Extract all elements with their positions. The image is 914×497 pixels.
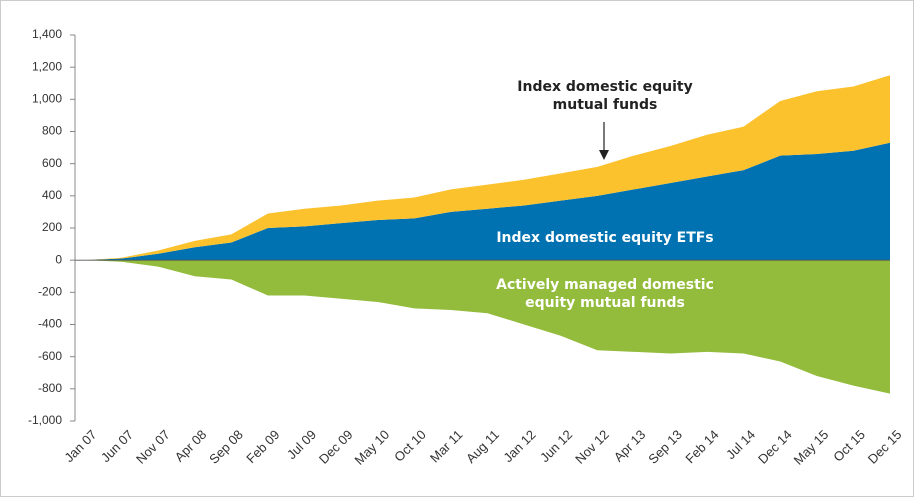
x-tick-label: Oct 15 xyxy=(830,427,868,465)
y-tick-label: -1,000 xyxy=(28,413,62,427)
x-tick-label: Apr 08 xyxy=(172,427,210,465)
y-tick-label: -600 xyxy=(38,349,62,363)
x-tick-label: Jan 07 xyxy=(61,427,99,465)
arrow-head xyxy=(599,150,609,160)
x-tick-label: Nov 07 xyxy=(133,427,173,467)
x-tick-label: Jul 14 xyxy=(723,427,758,462)
x-tick-label: Sep 13 xyxy=(645,427,685,467)
annotation: Index domestic equity mutual funds xyxy=(517,79,693,113)
y-tick-label: 400 xyxy=(42,188,62,202)
annotation: Actively managed domestic equity mutual … xyxy=(496,277,714,311)
y-tick-label: 600 xyxy=(42,156,62,170)
x-tick-label: Dec 15 xyxy=(865,427,905,467)
y-tick-label: -400 xyxy=(38,317,62,331)
x-tick-label: May 15 xyxy=(791,427,832,468)
area xyxy=(85,75,890,261)
x-tick-label: Apr 13 xyxy=(611,427,649,465)
x-tick-label: Mar 11 xyxy=(427,427,466,466)
x-tick-label: May 10 xyxy=(352,427,393,468)
area xyxy=(85,260,890,394)
x-tick-label: Sep 08 xyxy=(206,427,246,467)
y-tick-label: 200 xyxy=(42,220,62,234)
x-tick-label: Feb 14 xyxy=(682,427,721,466)
y-tick-label: 0 xyxy=(55,252,62,266)
y-tick-label: -800 xyxy=(38,381,62,395)
x-tick-label: Oct 10 xyxy=(391,427,429,465)
x-tick-label: Jul 09 xyxy=(284,427,319,462)
x-tick-label: Dec 09 xyxy=(316,427,356,467)
y-tick-label: 800 xyxy=(42,124,62,138)
y-tick-label: 1,000 xyxy=(32,92,62,106)
x-tick-label: Jan 12 xyxy=(500,427,538,465)
x-tick-label: Nov 12 xyxy=(572,427,612,467)
x-tick-label: Jun 12 xyxy=(537,427,575,465)
annotation: Index domestic equity ETFs xyxy=(496,230,714,246)
x-tick-label: Aug 11 xyxy=(463,427,502,466)
x-tick-label: Dec 14 xyxy=(755,427,795,467)
y-tick-label: 1,400 xyxy=(32,27,62,41)
y-tick-label: -200 xyxy=(38,285,62,299)
x-tick-label: Feb 09 xyxy=(243,427,282,466)
y-tick-label: 1,200 xyxy=(32,59,62,73)
area xyxy=(85,142,890,261)
x-tick-label: Jun 07 xyxy=(98,427,136,465)
